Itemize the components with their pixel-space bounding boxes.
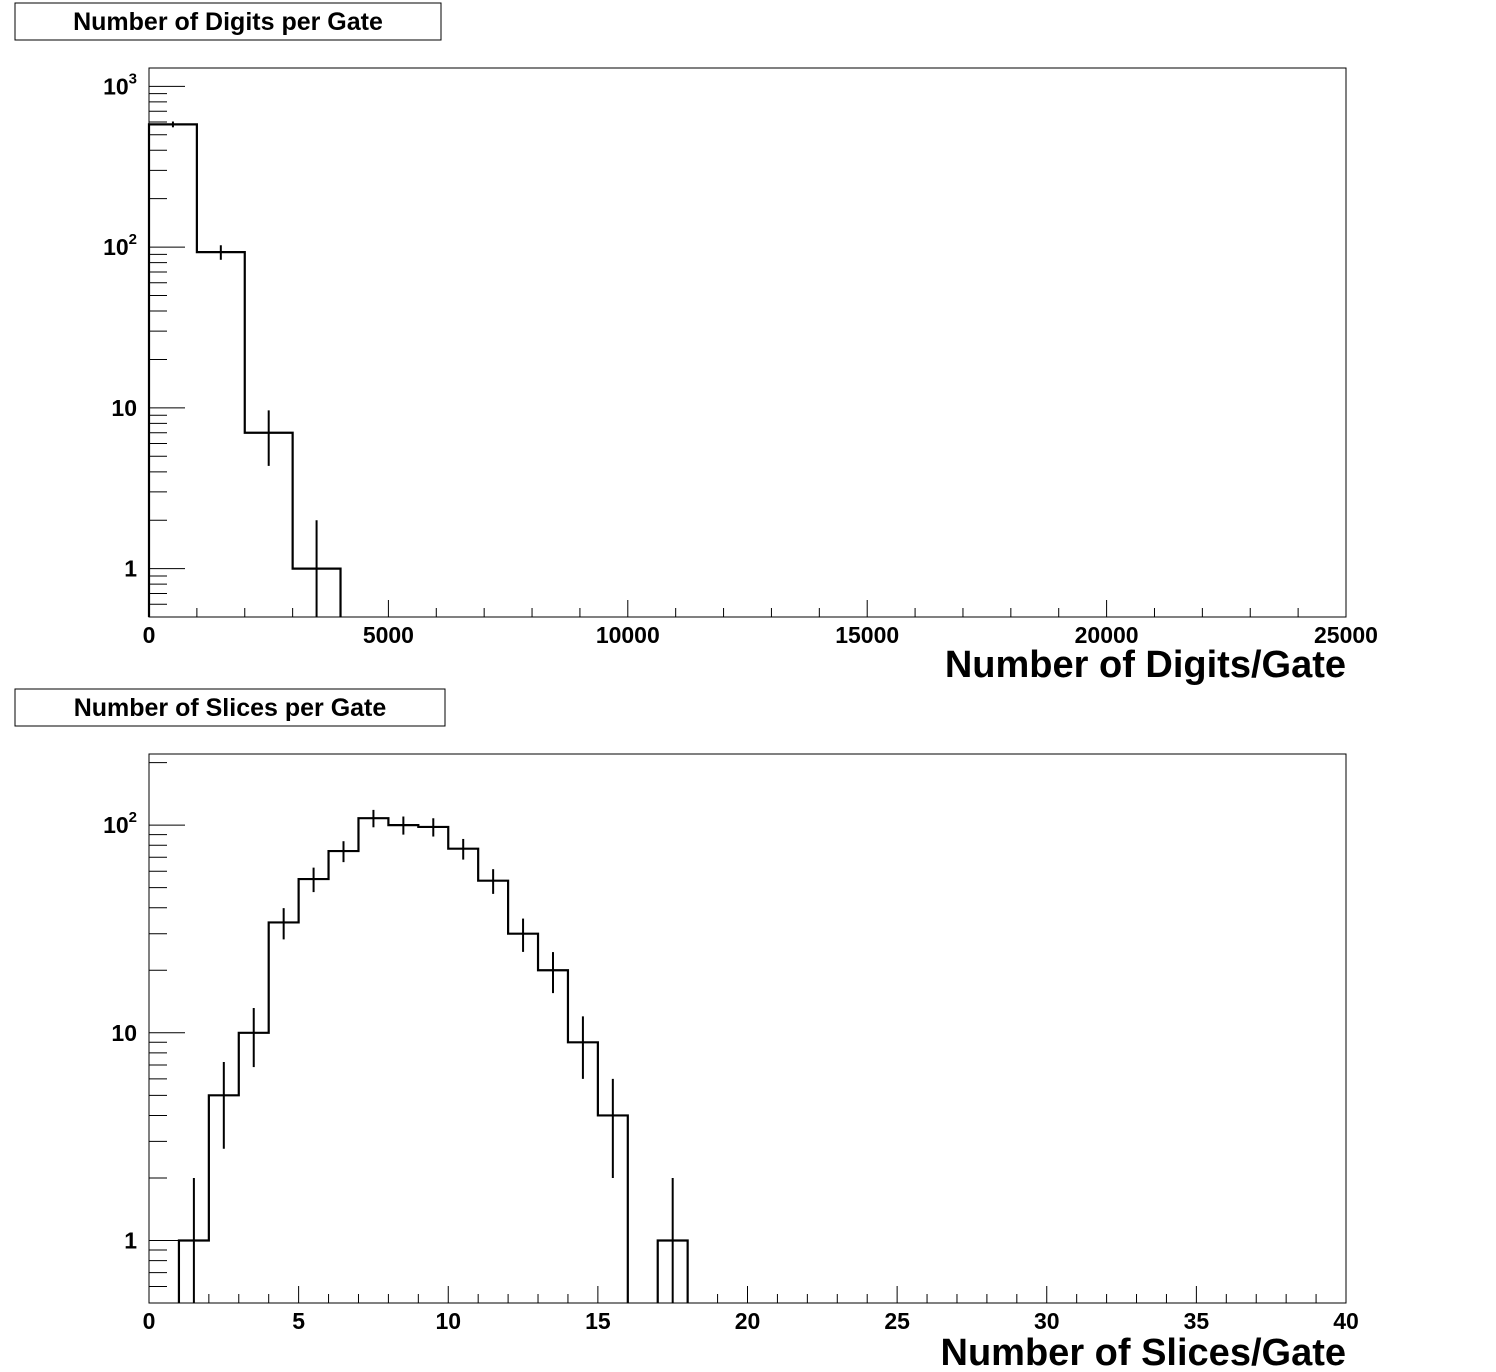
slices-histogram — [177, 809, 689, 1303]
slices-title: Number of Slices per Gate — [74, 694, 387, 722]
digits-plot-frame — [148, 67, 1347, 618]
slices-x-tick-label: 5 — [292, 1308, 305, 1334]
digits-histogram-outline — [147, 123, 342, 617]
digits-x-tick-label: 25000 — [1314, 622, 1378, 648]
digits-x-tick-label: 15000 — [835, 622, 899, 648]
digits-x-tick-label: 20000 — [1075, 622, 1139, 648]
slices-y-tick-labels: 1 10 102 — [103, 809, 137, 1253]
slices-plot-frame — [148, 753, 1347, 1304]
digits-x-axis-title: Number of Digits/Gate — [945, 644, 1346, 686]
slices-y-tick-label: 102 — [103, 809, 137, 838]
digits-x-axis — [148, 600, 1347, 617]
digits-histogram — [147, 121, 342, 617]
slices-y-tick-label: 10 — [111, 1020, 137, 1046]
slices-x-axis-title: Number of Slices/Gate — [941, 1332, 1346, 1372]
digits-y-tick-label: 1 — [124, 556, 137, 582]
slices-x-tick-label: 40 — [1333, 1308, 1359, 1334]
digits-y-tick-label: 10 — [111, 395, 137, 421]
digits-y-tick-label: 102 — [103, 231, 137, 260]
slices-x-tick-label: 35 — [1184, 1308, 1210, 1334]
slices-x-axis — [148, 1286, 1347, 1303]
digits-x-tick-label: 10000 — [596, 622, 660, 648]
slices-x-tick-label: 25 — [884, 1308, 910, 1334]
digits-x-tick-label: 5000 — [363, 622, 414, 648]
digits-y-axis — [149, 85, 185, 618]
digits-title-box — [14, 2, 442, 41]
slices-x-tick-label: 30 — [1034, 1308, 1060, 1334]
slices-y-axis — [149, 762, 185, 1304]
slices-x-tick-label: 20 — [735, 1308, 761, 1334]
digits-x-tick-label: 0 — [143, 622, 156, 648]
slices-y-tick-label: 1 — [124, 1227, 137, 1253]
digits-y-tick-label: 103 — [103, 70, 137, 99]
digits-y-tick-labels: 1 10 102 103 — [103, 70, 137, 581]
slices-x-tick-labels: 0 5 10 15 20 25 30 35 40 — [143, 1308, 1359, 1334]
slices-panel: Number of Slices per Gate 1 10 102 0 5 10 15 2… — [14, 688, 1359, 1372]
digits-x-tick-labels: 0 5000 10000 15000 20000 25000 — [143, 622, 1378, 648]
digits-panel: Number of Digits per Gate 1 10 102 103 0 500… — [14, 2, 1378, 686]
slices-histogram-outline — [177, 817, 689, 1303]
digits-title: Number of Digits per Gate — [73, 8, 383, 36]
slices-x-tick-label: 15 — [585, 1308, 611, 1334]
slices-x-tick-label: 0 — [143, 1308, 156, 1334]
slices-x-tick-label: 10 — [435, 1308, 461, 1334]
slices-title-box — [14, 688, 446, 727]
